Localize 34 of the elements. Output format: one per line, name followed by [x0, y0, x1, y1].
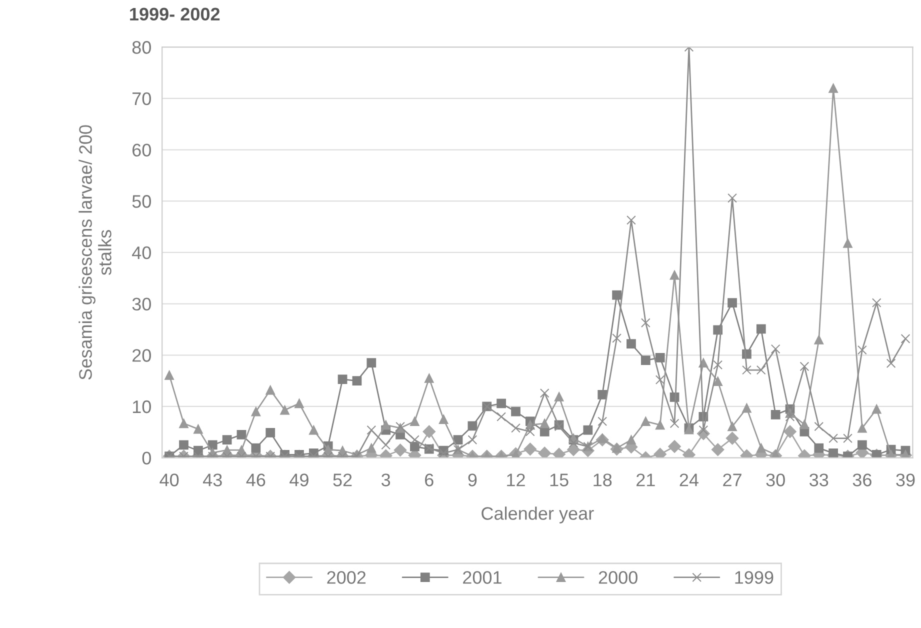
x-tick-label: 46: [246, 474, 266, 486]
y-tick-label: 50: [132, 195, 151, 208]
x-tick-label: 49: [290, 474, 308, 486]
x-tick-label: 6: [425, 474, 434, 486]
x-tick-label: 52: [333, 474, 352, 486]
x-tick-label: 36: [852, 474, 872, 486]
x-tick-label: 43: [202, 474, 222, 486]
legend-label: 2002: [327, 571, 366, 584]
x-tick-label: 24: [680, 474, 698, 486]
legend-label: 2000: [598, 571, 638, 584]
x-tick-label: 27: [723, 474, 742, 486]
x-tick-label: 21: [636, 474, 655, 486]
y-tick-label: 70: [132, 92, 151, 106]
y-tick-label: 30: [132, 298, 151, 311]
y-tick-label: 0: [142, 452, 151, 465]
x-tick-label: 33: [810, 474, 828, 486]
x-tick-label: 18: [594, 474, 612, 486]
x-axis-title: Calender year: [482, 506, 594, 524]
y-tick-label: 20: [132, 349, 151, 362]
y-axis-title: Sesamia grisescens larvae/ 200 stalks: [78, 125, 112, 380]
chart-title: 1999- 2002: [130, 8, 220, 21]
legend-label: 2001: [463, 571, 502, 584]
y-tick-label: 10: [132, 400, 151, 414]
y-tick-label: 40: [132, 246, 151, 260]
x-tick-label: 12: [507, 474, 525, 486]
x-tick-label: 3: [382, 474, 390, 486]
y-tick-label: 80: [132, 41, 151, 54]
x-tick-label: 40: [160, 474, 179, 486]
y-tick-label: 60: [132, 144, 151, 156]
x-tick-label: 39: [896, 474, 915, 486]
x-tick-label: 30: [766, 474, 785, 486]
legend-label: 1999: [735, 571, 774, 584]
x-tick-label: 15: [550, 474, 568, 486]
x-tick-label: 9: [468, 474, 477, 486]
